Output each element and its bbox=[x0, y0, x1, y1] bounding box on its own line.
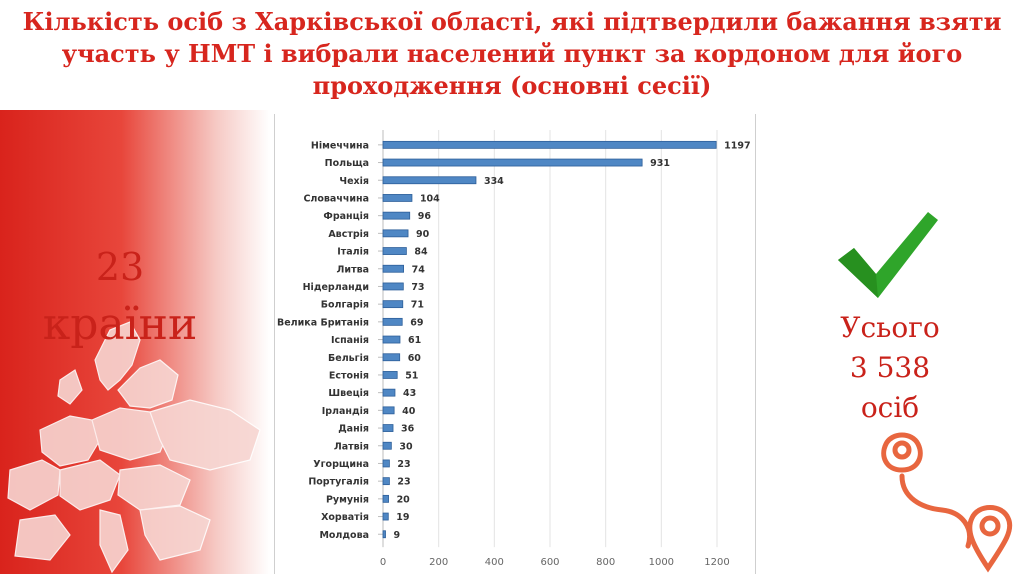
checkmark-icon bbox=[838, 212, 938, 298]
category-label: Чехія bbox=[339, 176, 369, 187]
category-label: Швеція bbox=[328, 388, 369, 399]
category-label: Португалія bbox=[308, 477, 369, 488]
data-label: 60 bbox=[408, 353, 422, 364]
category-label: Італія bbox=[337, 247, 369, 258]
horizontal-bar-chart: 0 200 400 600 800 1000 1200 Німеччина 1197 Польща… bbox=[277, 130, 751, 568]
data-label: 931 bbox=[650, 158, 670, 169]
data-label: 36 bbox=[401, 424, 415, 435]
category-label: Хорватія bbox=[321, 512, 369, 523]
category-label: Бельгія bbox=[328, 353, 369, 364]
data-label: 51 bbox=[405, 370, 418, 381]
category-label: Франція bbox=[323, 211, 369, 222]
data-label: 19 bbox=[396, 512, 409, 523]
bar bbox=[382, 371, 398, 379]
data-label: 334 bbox=[484, 176, 504, 187]
map-pin-icon bbox=[881, 432, 1013, 573]
bar bbox=[382, 406, 395, 415]
x-tick-label: 0 bbox=[380, 557, 386, 568]
x-tick-label: 400 bbox=[485, 557, 504, 568]
category-label: Естонія bbox=[329, 370, 369, 381]
bar bbox=[382, 317, 403, 326]
category-label: Велика Британія bbox=[277, 317, 369, 328]
data-label: 84 bbox=[414, 247, 428, 258]
bar bbox=[382, 512, 389, 521]
category-label: Данія bbox=[338, 424, 369, 435]
data-label: 40 bbox=[402, 406, 416, 417]
bar bbox=[382, 140, 717, 149]
category-label: Латвія bbox=[334, 441, 369, 452]
category-label: Польща bbox=[325, 158, 369, 169]
data-label: 73 bbox=[411, 282, 424, 293]
data-label: 1197 bbox=[724, 140, 750, 151]
bar bbox=[382, 441, 392, 450]
total-number: 3 538 bbox=[849, 351, 931, 384]
bar bbox=[382, 211, 411, 220]
x-tick-label: 200 bbox=[429, 557, 448, 568]
total-stat: Усього 3 538 осіб bbox=[820, 308, 960, 428]
europe-map-icon bbox=[7, 321, 261, 574]
data-label: 23 bbox=[397, 459, 410, 470]
x-tick-label: 600 bbox=[540, 557, 559, 568]
category-label: Молдова bbox=[319, 530, 369, 541]
bar bbox=[382, 459, 390, 468]
category-label: Ірландія bbox=[322, 406, 369, 417]
bar bbox=[382, 353, 401, 362]
bar bbox=[382, 282, 404, 291]
data-label: 20 bbox=[397, 494, 411, 505]
bar bbox=[382, 424, 394, 432]
bar bbox=[382, 494, 389, 503]
bar bbox=[382, 176, 477, 185]
category-label: Угорщина bbox=[313, 459, 369, 470]
category-label: Болгарія bbox=[321, 300, 369, 311]
bar bbox=[382, 194, 413, 202]
bar bbox=[382, 530, 386, 539]
x-tick-label: 800 bbox=[596, 557, 615, 568]
data-label: 61 bbox=[408, 335, 421, 346]
data-label: 90 bbox=[416, 229, 430, 240]
countries-label: країни bbox=[42, 299, 198, 350]
x-tick-label: 1000 bbox=[649, 557, 674, 568]
data-label: 43 bbox=[403, 388, 416, 399]
data-label: 30 bbox=[399, 441, 413, 452]
category-label: Словаччина bbox=[303, 193, 369, 204]
countries-count-stat: 23 країни bbox=[30, 238, 210, 354]
category-label: Австрія bbox=[328, 229, 369, 240]
data-label: 96 bbox=[418, 211, 432, 222]
category-label: Румунія bbox=[326, 494, 369, 505]
bar bbox=[382, 229, 409, 238]
data-label: 69 bbox=[410, 317, 423, 328]
total-unit: осіб bbox=[860, 391, 920, 424]
category-label: Іспанія bbox=[331, 335, 369, 346]
chart-panel: 0 200 400 600 800 1000 1200 Німеччина 1197 Польща… bbox=[274, 114, 756, 574]
bar bbox=[382, 158, 643, 167]
countries-count: 23 bbox=[95, 245, 145, 289]
x-tick-label: 1200 bbox=[704, 557, 729, 568]
page-title: Кількість осіб з Харківської області, як… bbox=[22, 7, 1002, 100]
bar bbox=[382, 264, 404, 273]
bar bbox=[382, 335, 401, 344]
category-label: Нідерланди bbox=[303, 282, 369, 293]
category-label: Німеччина bbox=[311, 140, 369, 151]
data-label: 104 bbox=[420, 193, 440, 204]
category-label: Литва bbox=[337, 264, 369, 275]
bar bbox=[382, 247, 407, 255]
data-label: 74 bbox=[412, 264, 426, 275]
bar bbox=[382, 477, 390, 486]
bar bbox=[382, 300, 404, 309]
data-label: 9 bbox=[394, 530, 401, 541]
data-label: 71 bbox=[411, 300, 424, 311]
total-label: Усього bbox=[840, 311, 940, 344]
data-label: 23 bbox=[397, 477, 410, 488]
bar bbox=[382, 388, 396, 397]
